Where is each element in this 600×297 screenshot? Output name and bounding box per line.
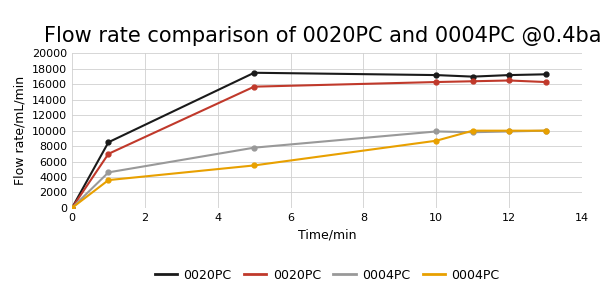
0020PC xyxy=(68,206,76,210)
0004PC xyxy=(433,130,440,133)
0020PC xyxy=(506,73,513,77)
0004PC xyxy=(105,178,112,182)
0004PC xyxy=(105,170,112,174)
0004PC xyxy=(542,129,549,132)
Line: 0020PC: 0020PC xyxy=(70,70,548,210)
0020PC xyxy=(105,152,112,156)
0004PC xyxy=(68,206,76,210)
0004PC xyxy=(469,130,476,134)
Title: Flow rate comparison of 0020PC and 0004PC @0.4bar: Flow rate comparison of 0020PC and 0004P… xyxy=(44,26,600,46)
Line: 0020PC: 0020PC xyxy=(70,78,548,210)
Y-axis label: Flow rate/mL/min: Flow rate/mL/min xyxy=(13,76,26,185)
0004PC xyxy=(68,206,76,210)
0004PC xyxy=(433,139,440,143)
0020PC xyxy=(542,80,549,84)
0020PC xyxy=(433,80,440,84)
Line: 0004PC: 0004PC xyxy=(70,128,548,210)
0020PC xyxy=(469,80,476,83)
X-axis label: Time/min: Time/min xyxy=(298,228,356,241)
0020PC xyxy=(506,79,513,82)
0020PC xyxy=(251,85,258,89)
0020PC xyxy=(469,75,476,78)
0004PC xyxy=(542,129,549,132)
0020PC xyxy=(433,73,440,77)
0004PC xyxy=(506,129,513,132)
0020PC xyxy=(251,71,258,75)
0020PC xyxy=(68,206,76,210)
Line: 0004PC: 0004PC xyxy=(70,128,548,210)
0020PC xyxy=(105,140,112,144)
0004PC xyxy=(469,129,476,132)
0004PC xyxy=(506,130,513,133)
0004PC xyxy=(251,146,258,149)
Legend: 0020PC, 0020PC, 0004PC, 0004PC: 0020PC, 0020PC, 0004PC, 0004PC xyxy=(149,263,505,287)
0004PC xyxy=(251,164,258,167)
0020PC xyxy=(542,72,549,76)
